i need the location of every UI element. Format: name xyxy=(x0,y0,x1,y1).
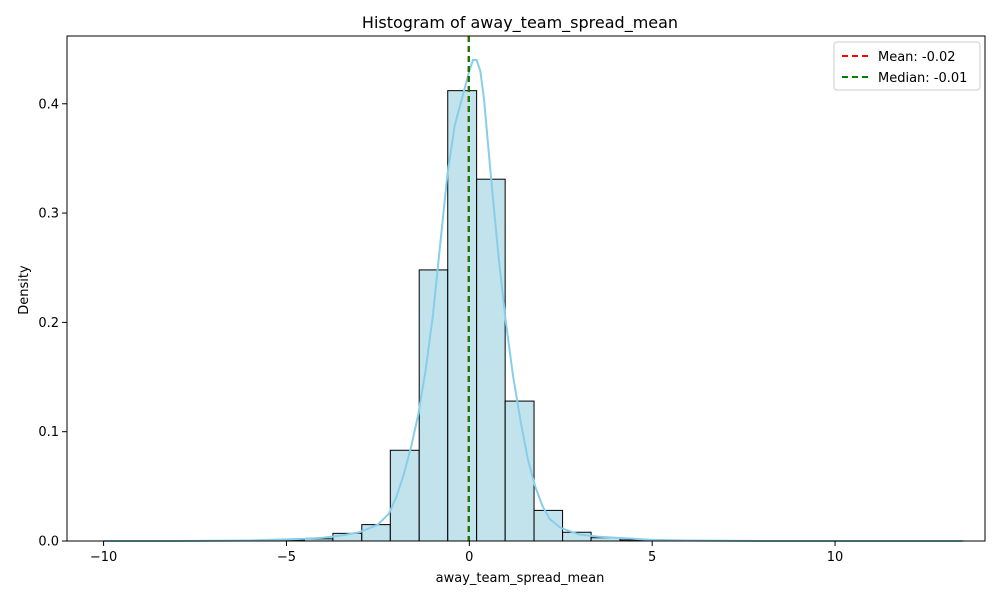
histogram-bar-10 xyxy=(389,449,420,542)
bars-layer xyxy=(246,90,678,542)
histogram-bar-12 xyxy=(447,90,478,542)
x-tick-label-1: −5 xyxy=(277,550,296,565)
x-tick-label-0: −10 xyxy=(90,550,117,565)
x-tick-label-3: 5 xyxy=(648,550,656,565)
y-tick-label-2: 0.2 xyxy=(38,316,59,331)
y-tick-label-4: 0.4 xyxy=(38,97,59,112)
legend-mean-label: Mean: -0.02 xyxy=(878,50,956,65)
y-tick-label-0: 0.0 xyxy=(38,535,59,550)
y-tick-label-3: 0.3 xyxy=(38,207,59,222)
y-tick-label-1: 0.1 xyxy=(38,425,59,440)
x-axis-ticks: −10 −5 0 5 10 xyxy=(90,541,843,565)
chart-title: Histogram of away_team_spread_mean xyxy=(362,13,678,33)
histogram-bar-14 xyxy=(504,400,535,542)
histogram-bar-13 xyxy=(476,178,506,542)
legend-median-label: Median: -0.01 xyxy=(878,71,967,86)
legend: Mean: -0.02 Median: -0.01 xyxy=(833,41,981,91)
y-axis-label: Density xyxy=(17,265,32,315)
x-axis-label: away_team_spread_mean xyxy=(436,571,605,586)
kde-line xyxy=(103,59,964,542)
y-axis-ticks: 0.0 0.1 0.2 0.3 0.4 xyxy=(38,97,67,550)
x-tick-label-2: 0 xyxy=(465,550,473,565)
legend-box xyxy=(833,41,981,91)
histogram-bar-9 xyxy=(361,524,391,542)
x-tick-label-4: 10 xyxy=(827,550,844,565)
plot-frame xyxy=(66,35,986,542)
